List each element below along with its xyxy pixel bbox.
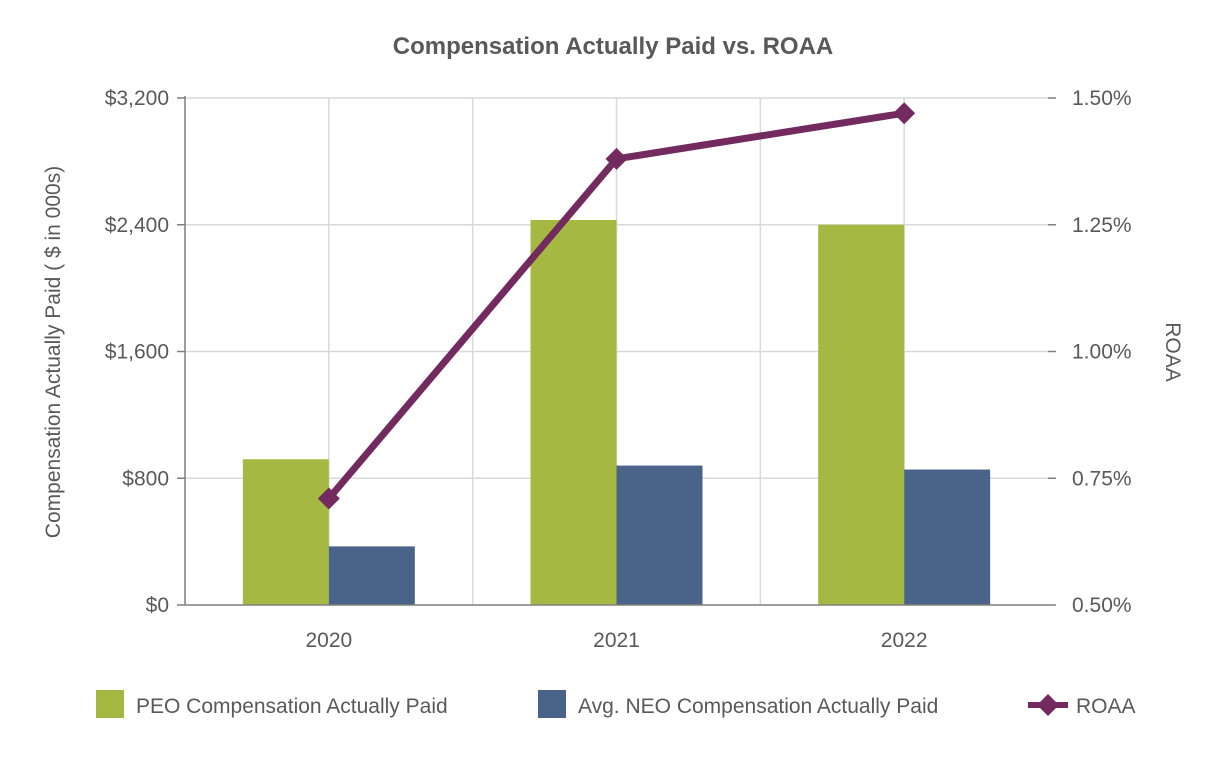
y-left-tick-label: $800 — [122, 467, 169, 490]
y-left-tick-label: $3,200 — [105, 87, 169, 110]
y-right-axis-title: ROAA — [1161, 322, 1184, 382]
legend-label-peo: PEO Compensation Actually Paid — [136, 695, 448, 718]
y-left-tick-label: $2,400 — [105, 214, 169, 237]
legend: PEO Compensation Actually Paid Avg. NEO … — [96, 690, 1136, 718]
legend-label-neo: Avg. NEO Compensation Actually Paid — [578, 695, 938, 718]
x-tick-label: 2022 — [881, 629, 928, 652]
bar-neo-2021 — [616, 465, 703, 605]
axes — [177, 96, 1056, 606]
bar-peo-2021 — [530, 219, 617, 605]
y-left-tick-label: $0 — [146, 594, 169, 617]
roaa-line-layer — [317, 102, 916, 510]
y-left-tick-label: $1,600 — [105, 341, 169, 364]
y-left-axis-title: Compensation Actually Paid ( $ in 000s) — [42, 166, 65, 538]
x-tick-label: 2020 — [305, 629, 352, 652]
y-right-tick-label: 1.00% — [1072, 341, 1132, 364]
bar-neo-2020 — [328, 546, 415, 605]
legend-swatch-roaa-marker — [1037, 694, 1059, 716]
x-tick-label: 2021 — [593, 629, 640, 652]
y-right-tick-label: 1.25% — [1072, 214, 1132, 237]
legend-swatch-peo — [96, 690, 124, 718]
roaa-marker-2021 — [605, 147, 628, 170]
legend-label-roaa: ROAA — [1076, 695, 1136, 718]
y-right-tick-label: 0.75% — [1072, 467, 1132, 490]
bars — [242, 219, 991, 605]
roaa-marker-2022 — [893, 102, 916, 125]
tick-labels: $0 $800 $1,600 $2,400 $3,200 0.50% 0.75% 1.00% 1… — [105, 87, 1132, 652]
bar-neo-2022 — [904, 469, 991, 605]
legend-swatch-neo — [538, 690, 566, 718]
y-right-tick-label: 0.50% — [1072, 594, 1132, 617]
chart-title: Compensation Actually Paid vs. ROAA — [393, 33, 834, 60]
bar-peo-2022 — [818, 224, 905, 605]
y-right-tick-label: 1.50% — [1072, 87, 1132, 110]
roaa-marker-2020 — [317, 487, 340, 510]
bar-peo-2020 — [242, 459, 329, 605]
